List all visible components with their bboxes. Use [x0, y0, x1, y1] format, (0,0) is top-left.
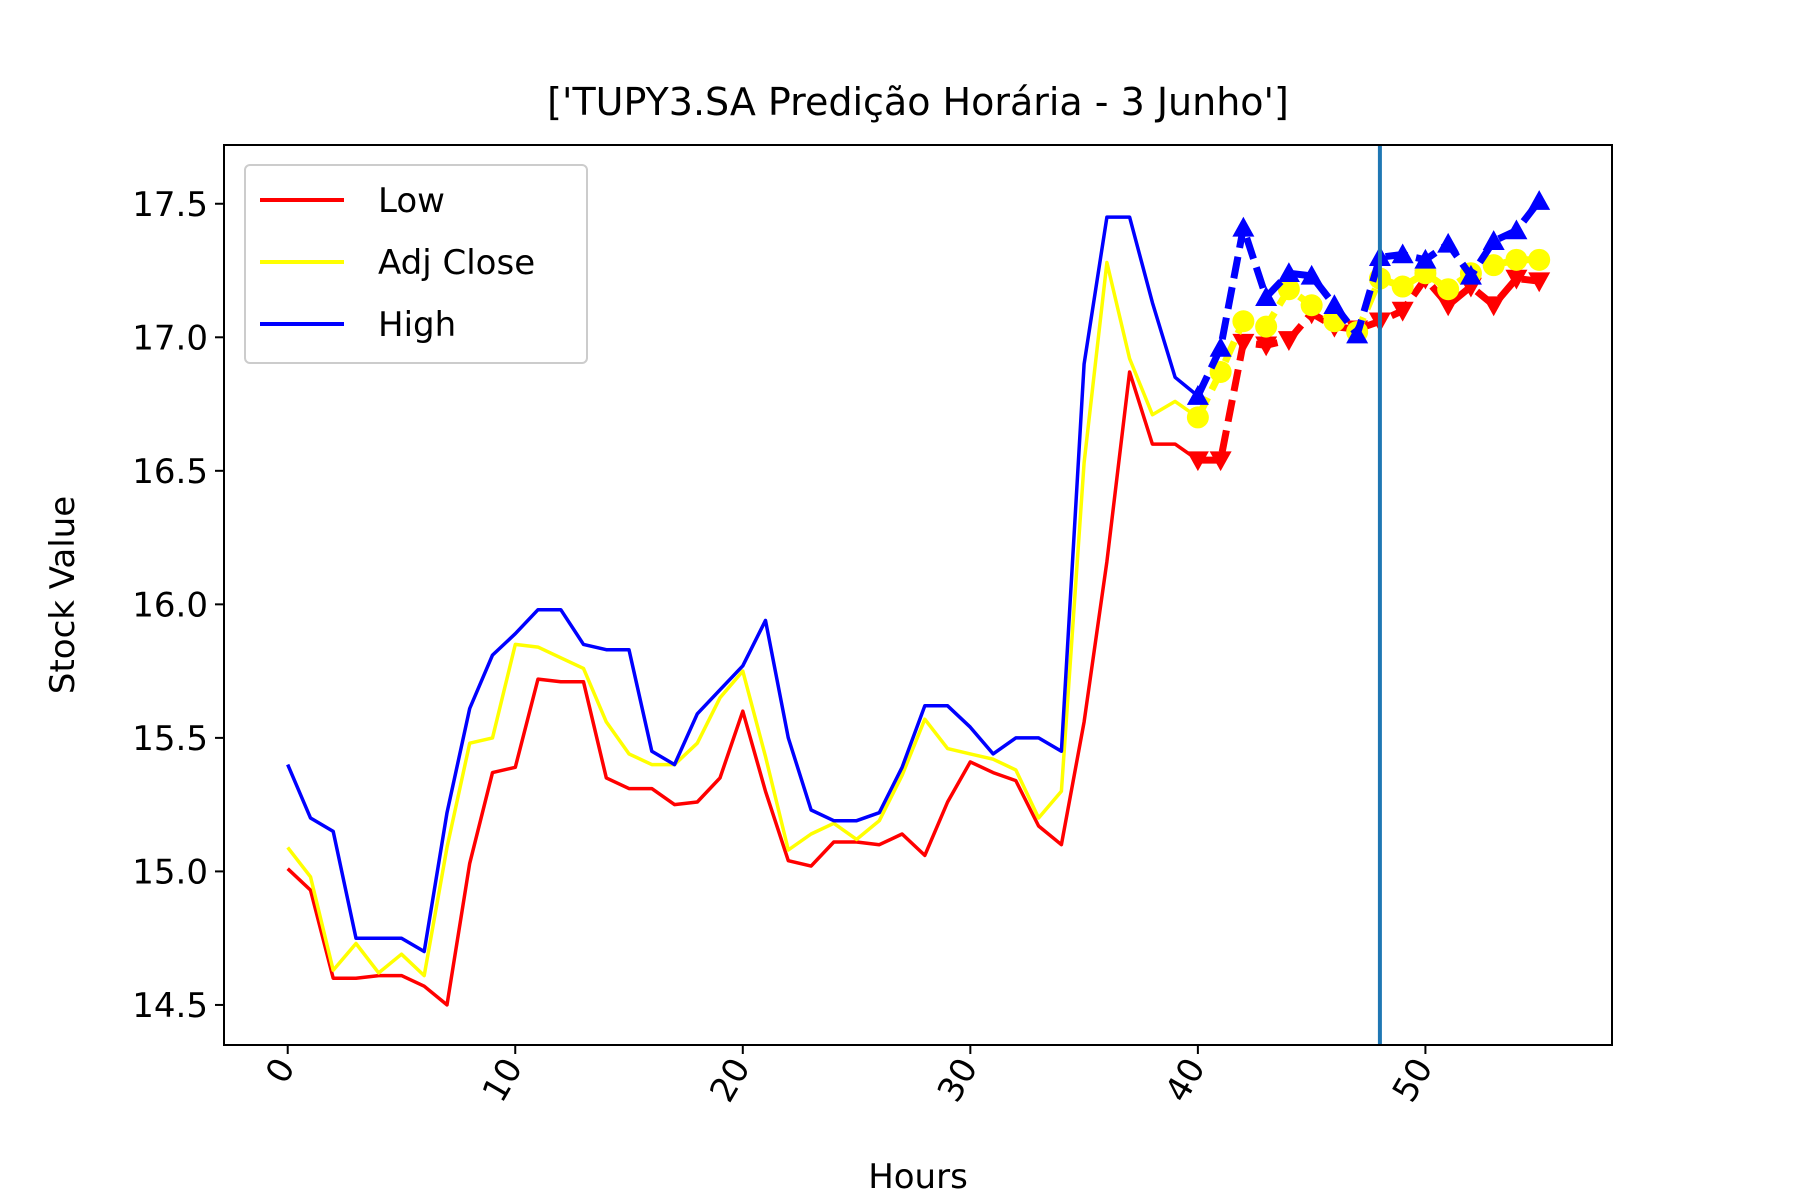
prediction-marker-high: [1346, 323, 1369, 344]
prediction-marker-high: [1323, 294, 1346, 315]
legend-label-adj-close: Adj Close: [378, 243, 535, 283]
legend-label-low: Low: [378, 181, 445, 221]
y-tick-label: 16.5: [132, 452, 208, 492]
prediction-marker-low: [1255, 336, 1278, 357]
prediction-marker-high: [1391, 243, 1414, 264]
prediction-marker-adj-close: [1482, 254, 1505, 277]
prediction-marker-adj-close: [1300, 294, 1323, 317]
y-tick-label: 15.5: [132, 719, 208, 759]
series-layer: [286, 145, 1551, 1045]
prediction-marker-low: [1528, 272, 1551, 293]
prediction-marker-adj-close: [1186, 406, 1209, 429]
prediction-marker-high: [1528, 190, 1551, 210]
prediction-marker-high: [1505, 219, 1528, 240]
prediction-marker-high: [1482, 230, 1505, 250]
prediction-marker-high: [1186, 385, 1209, 405]
y-tick-label: 17.0: [132, 318, 208, 358]
series-line-high: [286, 215, 1200, 954]
series-line-adj-close: [286, 260, 1199, 978]
prediction-marker-high: [1459, 264, 1482, 285]
prediction-marker-low: [1391, 301, 1414, 322]
prediction-marker-adj-close: [1232, 310, 1255, 333]
prediction-marker-high: [1255, 286, 1278, 307]
prediction-marker-adj-close: [1505, 248, 1528, 271]
chart-title: ['TUPY3.SA Predição Horária - 3 Junho']: [547, 80, 1289, 124]
prediction-marker-low: [1209, 451, 1232, 472]
prediction-marker-adj-close: [1255, 315, 1278, 338]
plot-frame: [223, 144, 1613, 1046]
y-axis-label: Stock Value: [43, 496, 83, 694]
prediction-marker-low: [1482, 296, 1505, 317]
prediction-marker-high: [1277, 262, 1300, 282]
y-tick-label: 14.5: [132, 986, 208, 1026]
prediction-marker-low: [1186, 451, 1209, 472]
prediction-marker-low: [1232, 333, 1255, 354]
legend-label-high: High: [378, 305, 456, 345]
y-tick-label: 17.5: [132, 185, 208, 225]
legend: Low Adj Close High: [244, 164, 588, 364]
series-line-low: [286, 370, 1199, 1007]
prediction-marker-high: [1232, 216, 1255, 237]
prediction-marker-low: [1505, 269, 1528, 290]
x-axis-label: Hours: [868, 1157, 968, 1197]
legend-box: [244, 164, 588, 364]
prediction-marker-adj-close: [1277, 278, 1300, 301]
prediction-marker-high: [1209, 336, 1232, 357]
prediction-marker-adj-close: [1528, 248, 1551, 271]
prediction-marker-adj-close: [1391, 275, 1414, 298]
prediction-line-low: [1197, 275, 1540, 464]
prediction-marker-high: [1300, 264, 1323, 285]
prediction-marker-high: [1437, 232, 1460, 253]
prediction-marker-low: [1277, 331, 1300, 351]
prediction-marker-low: [1437, 296, 1460, 317]
axis-layer: 14.515.015.516.016.517.017.50 10 20 30 40 50: [132, 185, 1441, 1109]
prediction-marker-adj-close: [1437, 278, 1460, 301]
prediction-marker-high: [1414, 248, 1437, 269]
y-tick-label: 15.0: [132, 852, 208, 892]
prediction-line-high: [1194, 198, 1542, 398]
y-tick-label: 16.0: [132, 585, 208, 625]
